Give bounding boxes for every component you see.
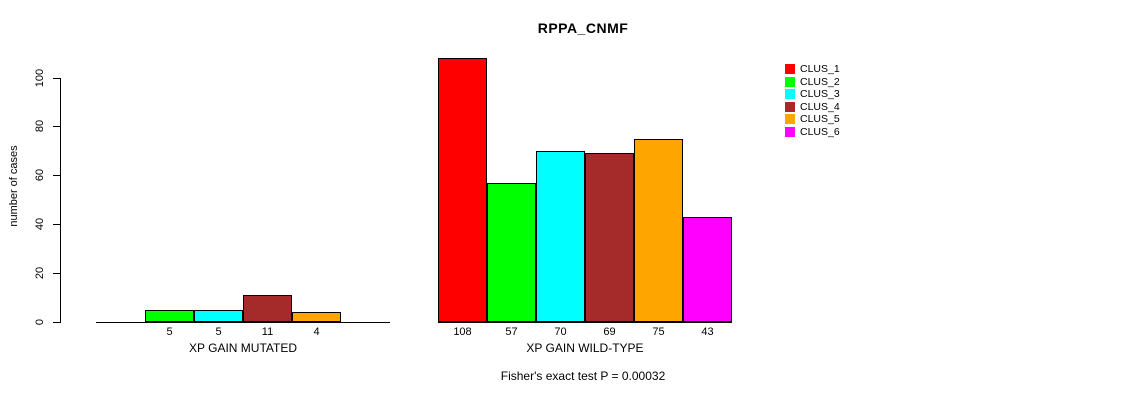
y-tick-label: 80 [34,119,46,133]
y-tick [53,224,60,225]
legend-item: CLUS_1 [785,64,840,74]
bar-CLUS_1 [438,58,487,322]
legend-swatch-icon [785,114,795,125]
bar-CLUS_4 [585,153,634,322]
bar-CLUS_2 [145,310,194,322]
y-tick [53,322,60,323]
y-tick-label: 100 [34,68,46,88]
bar-CLUS_4 [243,295,292,322]
group-baseline [96,322,390,323]
legend-swatch-icon [785,76,795,87]
legend-label: CLUS_4 [800,100,840,113]
bar-CLUS_5 [634,139,683,322]
y-axis-label: number of cases [8,145,20,227]
bar-value-label: 4 [313,326,320,338]
legend-swatch-icon [785,126,795,137]
group-label-mutated: XP GAIN MUTATED [188,341,297,355]
legend-swatch-icon [785,64,795,74]
legend-item: CLUS_4 [785,102,840,112]
legend-item: CLUS_6 [785,127,840,137]
bar-CLUS_2 [487,183,536,322]
bar-value-label: 43 [701,326,714,338]
legend-item: CLUS_2 [785,75,840,88]
bar-CLUS_3 [194,310,243,322]
legend-label: CLUS_1 [800,63,840,75]
legend-swatch-icon [785,101,795,112]
y-tick-label: 60 [34,168,46,182]
y-tick-label: 20 [34,266,46,280]
bar-value-label: 75 [652,326,665,338]
bar-value-label: 57 [505,326,518,338]
bar-CLUS_5 [292,312,341,322]
legend-swatch-icon [785,89,795,100]
legend-label: CLUS_2 [800,75,840,88]
legend-item: CLUS_3 [785,89,840,99]
y-tick-label: 40 [34,217,46,231]
bar-value-label: 5 [215,326,222,338]
legend-label: CLUS_5 [800,113,840,126]
y-tick [53,78,60,79]
bar-value-label: 108 [453,326,472,338]
bar-value-label: 70 [554,326,567,338]
bar-value-label: 69 [603,326,616,338]
y-tick-label: 0 [34,318,46,326]
chart-title: RPPA_CNMF [537,20,629,36]
y-tick [53,126,60,127]
bar-CLUS_3 [536,151,585,322]
y-tick [53,175,60,176]
bar-value-label: 5 [166,326,173,338]
y-axis-line [60,78,61,323]
legend-label: CLUS_6 [800,125,840,138]
bar-value-label: 11 [261,326,274,338]
y-tick [53,273,60,274]
legend-item: CLUS_5 [785,113,840,126]
bar-CLUS_6 [683,217,732,322]
legend-label: CLUS_3 [800,88,840,101]
legend: CLUS_1 CLUS_2 CLUS_3 CLUS_4 CLUS_5 CLUS_6 [785,64,840,140]
group-label-wildtype: XP GAIN WILD-TYPE [526,341,644,355]
group-baseline [438,322,732,323]
fisher-test-annotation: Fisher's exact test P = 0.00032 [500,369,666,383]
